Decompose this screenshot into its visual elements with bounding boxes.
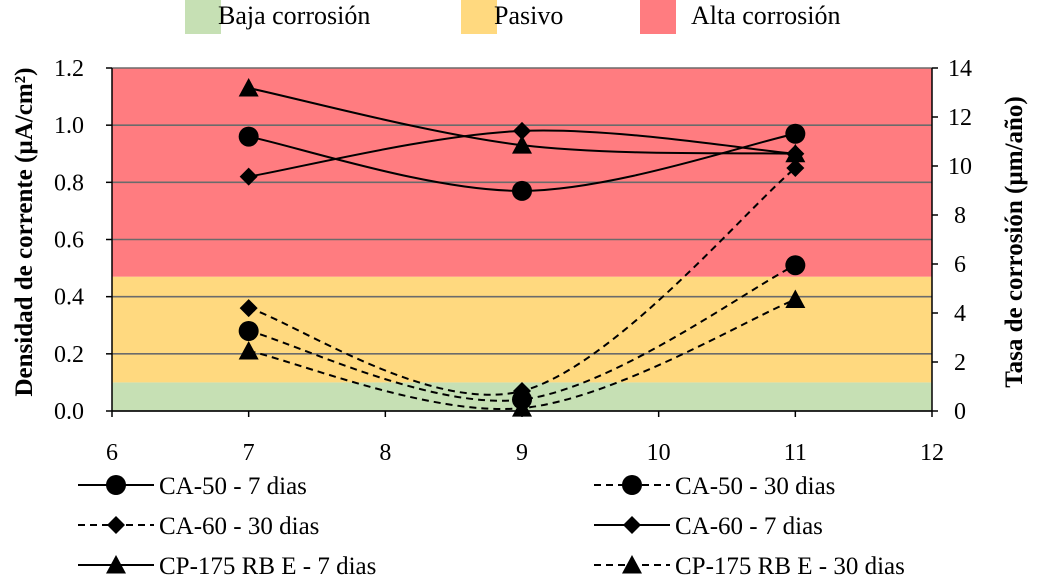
band-swatch-alta-corrosion (640, 0, 676, 34)
band-legend-item-baja-corrosion: Baja corrosión (185, 0, 370, 34)
band-legend-item-alta-corrosion: Alta corrosión (640, 0, 840, 34)
series-lines (238, 78, 806, 417)
point-ca-50-7-dias (238, 126, 259, 147)
band-legend: Baja corrosión Pasivo Alta corrosión (185, 0, 840, 34)
band-legend-label-alta-corrosion: Alta corrosión (691, 1, 840, 30)
legend-marker-ca-60-30-dias (107, 516, 125, 534)
y-tick-label: 0.0 (54, 399, 84, 425)
legend-marker-ca-50-30-dias (622, 475, 642, 495)
series-ca-50-7-dias (238, 123, 806, 201)
legend-label-cp-175-rb-e-7-dias: CP-175 RB E - 7 dias (159, 553, 376, 577)
band-legend-label-pasivo: Pasivo (494, 1, 563, 30)
y-axis-title: Densidad de corrente (µA/cm²) (11, 67, 38, 396)
legend-item-ca-60-30-dias: CA-60 - 30 dias (78, 513, 319, 540)
point-ca-50-7-dias (785, 123, 806, 144)
y2-tick-label: 2 (954, 350, 966, 376)
legend-label-ca-60-30-dias: CA-60 - 30 dias (159, 513, 319, 540)
band-legend-item-pasivo: Pasivo (461, 0, 563, 34)
point-cp-175-rb-e-7-dias (512, 135, 532, 154)
point-ca-60-7-dias (513, 121, 531, 140)
legend-marker-ca-60-7-dias (623, 516, 641, 534)
point-ca-50-30-dias (785, 255, 806, 276)
legend-item-cp-175-rb-e-7-dias: CP-175 RB E - 7 dias (78, 553, 376, 577)
legend-marker-cp-175-rb-e-7-dias (106, 555, 126, 574)
y2-tick-label: 10 (948, 154, 972, 180)
x-tick-label: 8 (379, 440, 391, 466)
point-ca-50-30-dias (238, 320, 259, 341)
legend-label-cp-175-rb-e-30-dias: CP-175 RB E - 30 dias (675, 553, 905, 577)
y-tick-label: 0.2 (54, 342, 84, 368)
y2-axis-title: Tasa de corrosión (µm/año) (1001, 96, 1028, 388)
x-tick-label: 9 (516, 440, 528, 466)
y-tick-label: 1.0 (54, 113, 84, 139)
point-cp-175-rb-e-7-dias (238, 78, 259, 97)
y2-tick-label: 6 (954, 252, 966, 278)
band-pasivo (112, 276, 932, 383)
band-swatch-pasivo (461, 0, 497, 34)
axes: 6 7 8 9 10 11 12 0.0 0.2 0.4 0.6 0.8 1.0 1.2 0 2 4 6 8 10 12… (54, 56, 972, 466)
series-legend: CA-50 - 7 dias CA-50 - 30 dias CA-60 - 30 … (78, 473, 905, 577)
legend-marker-ca-50-7-dias (106, 475, 126, 495)
legend-item-cp-175-rb-e-30-dias: CP-175 RB E - 30 dias (594, 553, 905, 577)
band-swatch-baja-corrosion (185, 0, 221, 34)
legend-label-ca-60-7-dias: CA-60 - 7 dias (675, 513, 823, 540)
point-cp-175-rb-e-30-dias (512, 398, 532, 417)
point-cp-175-rb-e-30-dias (785, 289, 806, 309)
y2-tick-label: 4 (954, 301, 966, 327)
y2-tick-label: 12 (948, 105, 972, 131)
series-cp-175-rb-e-7-dias (238, 78, 806, 163)
x-tick-label: 11 (784, 440, 807, 466)
y2-tick-label: 8 (954, 203, 966, 229)
x-tick-label: 6 (106, 440, 118, 466)
point-ca-60-30-dias (513, 381, 531, 400)
y2-tick-label: 14 (948, 56, 972, 82)
y-tick-label: 1.2 (54, 56, 84, 82)
x-tick-label: 12 (920, 440, 944, 466)
legend-label-ca-50-30-dias: CA-50 - 30 dias (675, 473, 835, 500)
band-legend-label-baja-corrosion: Baja corrosión (218, 1, 370, 30)
legend-marker-cp-175-rb-e-30-dias (622, 555, 642, 574)
point-ca-60-30-dias (786, 159, 805, 178)
y-tick-label: 0.8 (54, 170, 84, 196)
point-cp-175-rb-e-7-dias (785, 143, 806, 163)
point-cp-175-rb-e-30-dias (238, 340, 259, 360)
point-ca-50-7-dias (512, 180, 532, 201)
x-tick-label: 10 (647, 440, 671, 466)
point-ca-60-30-dias (239, 299, 258, 318)
y-tick-label: 0.6 (54, 228, 84, 254)
series-cp-175-rb-e-30-dias (238, 289, 806, 417)
legend-item-ca-50-7-dias: CA-50 - 7 dias (78, 473, 307, 500)
y-tick-label: 0.4 (54, 285, 84, 311)
x-tick-label: 7 (243, 440, 255, 466)
band-alta-corrosion (112, 68, 932, 277)
legend-item-ca-60-7-dias: CA-60 - 7 dias (594, 513, 823, 540)
series-ca-60-30-dias (239, 159, 805, 400)
point-ca-60-7-dias (239, 167, 258, 186)
y2-tick-label: 0 (954, 399, 966, 425)
legend-item-ca-50-30-dias: CA-50 - 30 dias (594, 473, 835, 500)
legend-label-ca-50-7-dias: CA-50 - 7 dias (159, 473, 307, 500)
